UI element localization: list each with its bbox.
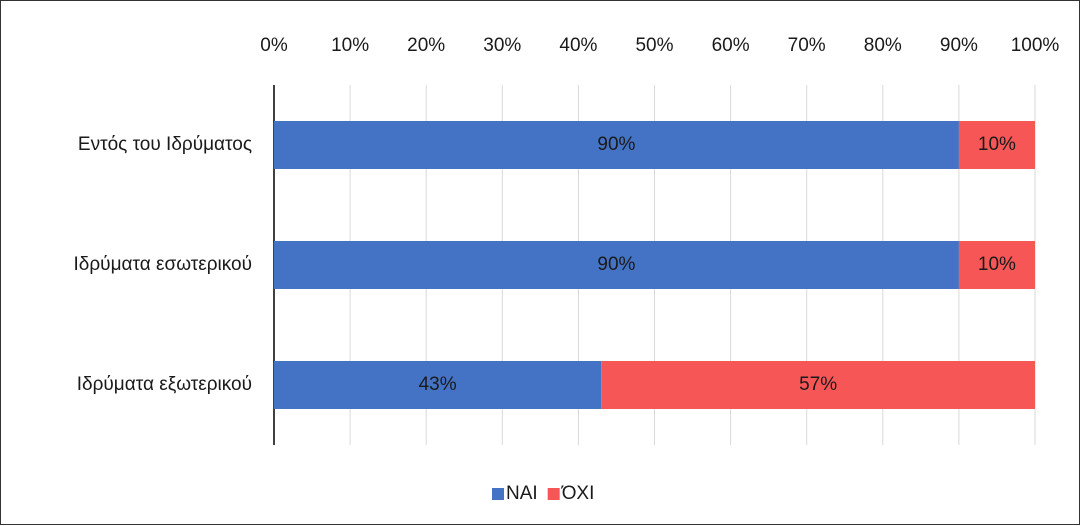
value-label: 90%	[597, 254, 635, 275]
value-label: 43%	[419, 374, 457, 395]
x-tick-label: 70%	[788, 35, 826, 56]
x-tick-label: 60%	[712, 35, 750, 56]
x-tick-label: 80%	[864, 35, 902, 56]
value-label: 90%	[597, 134, 635, 155]
x-tick-label: 100%	[1011, 35, 1060, 56]
bar-segment	[274, 361, 602, 409]
x-tick-label: 20%	[407, 35, 445, 56]
x-tick-label: 40%	[559, 35, 597, 56]
y-tick-label: Ιδρύματα εξωτερικού	[77, 374, 252, 395]
legend-swatch	[492, 488, 504, 500]
x-tick-label: 90%	[940, 35, 978, 56]
y-tick-label: Εντός του Ιδρύματος	[78, 134, 252, 155]
value-label: 57%	[799, 374, 837, 395]
x-tick-label: 50%	[635, 35, 673, 56]
bar-segment	[274, 241, 959, 289]
y-tick-label: Ιδρύματα εσωτερικού	[74, 254, 252, 275]
bar-segment	[958, 241, 1035, 289]
bar-segment	[958, 121, 1035, 169]
value-label: 10%	[978, 254, 1016, 275]
bar-segment	[601, 361, 1035, 409]
x-tick-label: 10%	[331, 35, 369, 56]
legend-label: ΝΑΙ	[506, 483, 538, 504]
bar-segment	[274, 121, 959, 169]
value-label: 10%	[978, 134, 1016, 155]
legend-swatch	[547, 488, 560, 500]
legend-label: ΌΧΙ	[561, 483, 595, 504]
x-tick-label: 0%	[260, 35, 288, 56]
x-tick-label: 30%	[483, 35, 521, 56]
